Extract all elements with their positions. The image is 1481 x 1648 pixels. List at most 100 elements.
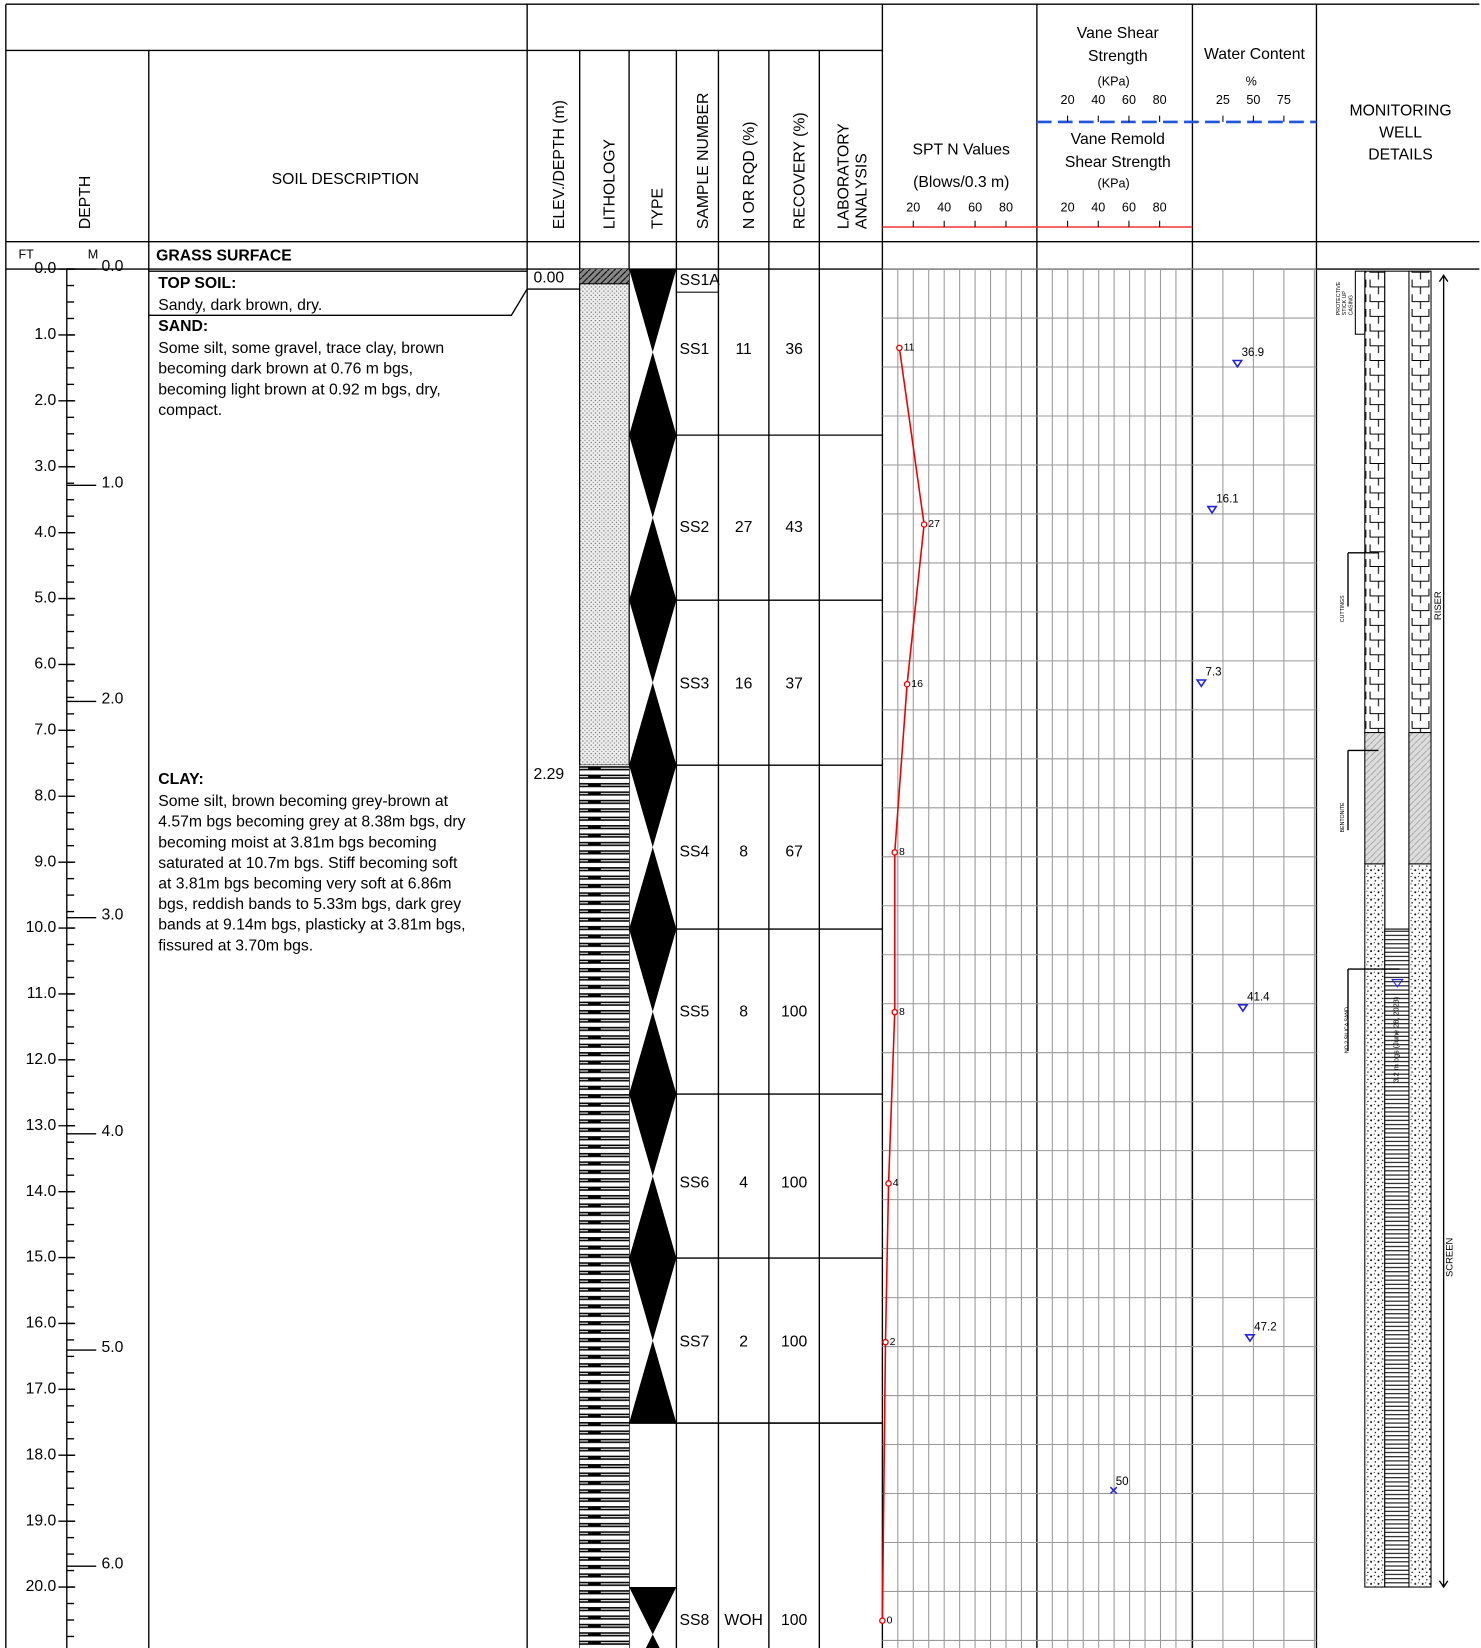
axis-tick-label: 40 [937, 200, 951, 214]
sample-number: SS6 [680, 1175, 710, 1192]
ft-tick-label: 17.0 [26, 1381, 57, 1398]
axis-tick-label: 25 [1216, 93, 1230, 107]
stratum-text: saturated at 10.7m bgs. Stiff becoming s… [158, 855, 458, 872]
axis-tick-label: 80 [1153, 93, 1167, 107]
water-label: 47.2 [1254, 1321, 1276, 1333]
axis-tick-label: 40 [1091, 93, 1105, 107]
casing-label: STICK UP [1342, 291, 1348, 316]
ft-tick-label: 3.0 [34, 458, 56, 475]
ft-label: FT [18, 248, 34, 262]
axis-tick-label: 20 [1061, 93, 1075, 107]
ft-tick-label: 4.0 [34, 524, 56, 541]
remold-title: Shear Strength [1065, 154, 1171, 171]
vane-label: 50 [1116, 1476, 1129, 1488]
spt-label: 16 [911, 678, 923, 690]
n-value: 8 [739, 1003, 748, 1020]
n-value: 8 [739, 844, 748, 861]
water-label: 36.9 [1242, 347, 1264, 359]
m-tick-label: 0.0 [101, 258, 123, 275]
water-level-label: 3.2 m bgs (June 28, 2023) [1391, 997, 1400, 1083]
stratum-text: becoming light brown at 0.92 m bgs, dry, [158, 381, 440, 398]
spt-point [920, 521, 928, 528]
m-tick-label: 1.0 [101, 474, 123, 491]
sample-number: SS7 [680, 1333, 710, 1350]
vane-title: Vane Shear [1077, 25, 1159, 42]
spt-label: 11 [904, 342, 915, 354]
n-value: 11 [735, 341, 751, 358]
axis-tick-label: 60 [1122, 200, 1136, 214]
spt-point [891, 1008, 899, 1016]
screen-label: SCREEN [1444, 1237, 1455, 1277]
m-tick-label: 6.0 [101, 1555, 123, 1572]
spt-title: SPT N Values [912, 141, 1010, 158]
casing-label: PROTECTIVE [1336, 281, 1342, 315]
spt-line [881, 347, 925, 1621]
cuttings-label: CUTTINGS [1340, 595, 1346, 622]
chart-grid [882, 268, 1317, 1648]
water-title: Water Content [1204, 46, 1306, 63]
sample-symbol [629, 765, 677, 930]
axis-tick-label: 20 [1061, 200, 1075, 214]
water-point [1195, 679, 1208, 688]
ft-tick-label: 6.0 [34, 656, 56, 673]
stratum-text: 4.57m bgs becoming grey at 8.38m bgs, dr… [158, 814, 465, 831]
ft-tick-label: 19.0 [26, 1512, 57, 1529]
ft-tick-label: 14.0 [26, 1183, 57, 1200]
stratum-title: SAND: [158, 318, 208, 335]
stratum-text: becoming moist at 3.81m bgs becoming [158, 834, 436, 851]
recovery-value: 100 [781, 1333, 808, 1350]
ft-tick-label: 13.0 [26, 1117, 57, 1134]
ft-tick-label: 8.0 [34, 787, 56, 804]
water-label: 7.3 [1206, 667, 1222, 679]
sample-header: SAMPLE NUMBER [695, 93, 712, 230]
recovery-value: 67 [785, 844, 803, 861]
sample-number: SS8 [680, 1612, 710, 1629]
n-value: 16 [735, 675, 753, 692]
water-point [1231, 359, 1244, 369]
lith-topsoil [579, 269, 630, 284]
ft-tick-label: 7.0 [34, 722, 56, 739]
recovery-value: 43 [785, 519, 803, 536]
spt-label: 4 [893, 1177, 899, 1189]
n-value: WOH [724, 1612, 763, 1629]
spt-point [896, 344, 903, 352]
surface: GRASS SURFACE [156, 248, 292, 265]
n-header: N OR RQD (%) [741, 121, 758, 229]
spt-point [885, 1180, 892, 1187]
elev-header: ELEV./DEPTH (m) [551, 100, 568, 229]
casing-label: CASING [1349, 295, 1355, 315]
sample-symbol [629, 435, 677, 601]
ft-tick-label: 10.0 [26, 919, 57, 936]
well-title: DETAILS [1368, 147, 1432, 164]
stratum-text: Sandy, dark brown, dry. [158, 297, 322, 314]
depth-header: DEPTH [77, 176, 94, 229]
stratum-text: becoming dark brown at 0.76 m bgs, [158, 361, 413, 378]
sample-symbol [629, 1258, 677, 1424]
stratum-title: TOP SOIL: [158, 275, 236, 292]
spt-units: (Blows/0.3 m) [913, 174, 1009, 191]
desc-header: SOIL DESCRIPTION [272, 171, 419, 188]
stratum-title: CLAY: [158, 771, 204, 788]
recovery-value: 37 [785, 675, 803, 692]
n-value: 4 [739, 1175, 748, 1192]
stratum-text: fissured at 3.70m bgs. [158, 937, 313, 954]
recovery-value: 100 [781, 1612, 808, 1629]
sample-number: SS3 [680, 675, 710, 692]
ft-tick-label: 1.0 [34, 326, 56, 343]
m-tick-label: 4.0 [101, 1123, 123, 1140]
spt-point [891, 849, 899, 856]
recovery-value: 36 [785, 341, 803, 358]
water-point [1237, 1003, 1249, 1013]
remold-title: Vane Remold [1071, 131, 1165, 148]
sand-label: NO.2 SILICA SAND [1344, 1007, 1350, 1053]
ft-tick-label: 2.0 [34, 392, 56, 409]
vane-title: Strength [1088, 48, 1148, 65]
sample-number: SS1 [680, 341, 710, 358]
riser-label: RISER [1433, 591, 1444, 620]
well-diagram: PROTECTIVE STICK UP CASING CUTTINGS BENT… [1336, 270, 1455, 1589]
water-label: 16.1 [1216, 493, 1238, 505]
sample-symbol [629, 600, 677, 766]
stratum-text: bgs, reddish bands to 5.33m bgs, dark gr… [158, 896, 461, 913]
axis-tick-label: 60 [968, 200, 982, 214]
